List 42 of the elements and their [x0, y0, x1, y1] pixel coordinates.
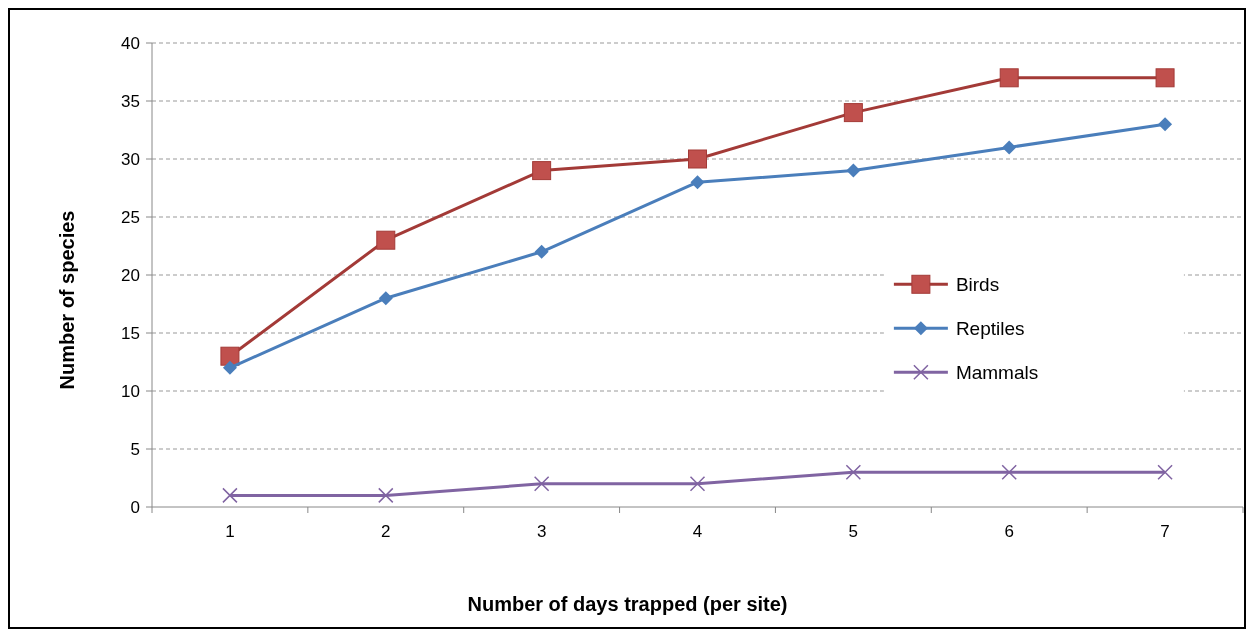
point: [534, 244, 549, 259]
y-tick-label: 5: [130, 439, 140, 459]
x-tick-label: 3: [536, 522, 547, 541]
point: [1158, 117, 1173, 132]
legend-label: Birds: [955, 273, 1000, 295]
point: [378, 291, 393, 306]
y-tick-label: 35: [121, 91, 140, 111]
y-tick-label: 0: [130, 497, 140, 517]
x-tick-label: 7: [1160, 522, 1170, 541]
y-axis-title: Number of species: [56, 210, 78, 390]
y-tick-label: 10: [121, 381, 140, 401]
point: [1002, 140, 1017, 155]
y-tick-label: 40: [121, 33, 140, 53]
point: [845, 464, 862, 480]
point: [222, 360, 237, 375]
y-tick-label: 25: [121, 207, 140, 227]
x-tick-label: 6: [1004, 522, 1014, 541]
point: [376, 230, 396, 250]
y-tick-label: 30: [121, 149, 140, 169]
point: [846, 163, 861, 178]
y-tick-label: 20: [121, 265, 140, 285]
point: [533, 476, 550, 492]
point: [843, 103, 863, 123]
point: [689, 476, 706, 492]
point: [532, 161, 552, 181]
x-tick-label: 4: [692, 522, 703, 541]
point: [1157, 464, 1173, 480]
legend-label: Reptiles: [955, 317, 1025, 339]
legend-label: Mammals: [955, 361, 1039, 383]
point: [690, 175, 705, 190]
x-tick-label: 2: [381, 522, 391, 541]
point: [222, 487, 238, 504]
x-tick-label: 5: [848, 522, 859, 541]
point: [1001, 464, 1017, 480]
x-axis-title: Number of days trapped (per site): [467, 593, 788, 615]
y-tick-label: 15: [121, 323, 140, 343]
point: [688, 149, 707, 169]
point: [220, 346, 240, 366]
point: [1155, 68, 1175, 88]
x-tick-label: 1: [225, 522, 235, 541]
point: [378, 487, 394, 504]
point: [999, 68, 1019, 88]
